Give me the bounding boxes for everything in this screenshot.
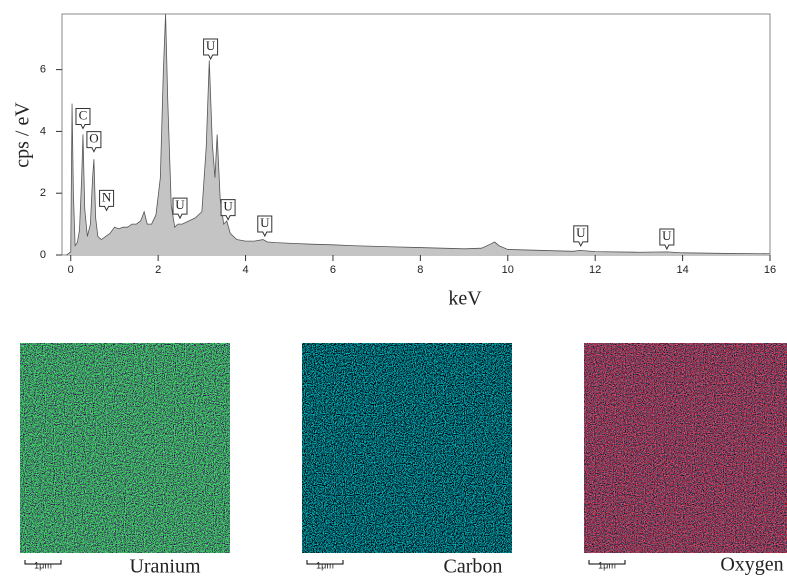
marker-label: U <box>223 199 233 214</box>
y-tick-label: 6 <box>40 64 46 76</box>
x-tick-label: 14 <box>676 264 688 276</box>
marker-label: U <box>260 215 270 230</box>
peak-marker: U <box>203 38 219 61</box>
x-tick-label: 6 <box>330 264 336 276</box>
marker-label: C <box>79 107 88 122</box>
marker-box <box>573 225 589 248</box>
marker-box <box>220 199 236 221</box>
peak-marker: U <box>573 225 589 248</box>
marker-box <box>86 131 102 153</box>
y-tick-label: 0 <box>40 249 46 261</box>
scale-bar <box>306 560 344 565</box>
map-caption: Carbon <box>444 556 503 578</box>
y-tick-label: 2 <box>40 187 46 199</box>
marker-label: U <box>662 228 672 243</box>
spectrum-area <box>66 14 771 255</box>
scale-label: 1μm <box>316 560 334 570</box>
x-axis-label: keV <box>448 288 482 310</box>
x-tick-label: 4 <box>242 264 248 276</box>
uranium-map <box>20 343 230 553</box>
marker-label: N <box>102 189 112 204</box>
marker-box <box>99 189 115 212</box>
marker-label: O <box>89 131 98 146</box>
scale-label: 1μm <box>34 560 52 570</box>
map-caption: Oxygen <box>720 554 783 576</box>
peak-marker: U <box>659 228 675 251</box>
carbon-map <box>302 343 512 553</box>
marker-box <box>257 215 273 238</box>
oxygen-map <box>584 343 787 553</box>
y-axis-label: cps / eV <box>12 102 34 168</box>
marker-box <box>172 197 188 220</box>
marker-label: U <box>576 225 586 240</box>
x-tick-label: 0 <box>68 264 74 276</box>
x-tick-label: 2 <box>155 264 161 276</box>
marker-box <box>75 108 91 130</box>
scale-bar <box>24 560 62 565</box>
peak-marker: U <box>172 197 188 220</box>
marker-box <box>659 228 675 251</box>
peak-marker: N <box>99 189 115 212</box>
x-tick-label: 10 <box>502 264 514 276</box>
element-maps: 1μm 1μm 1μm Uranium Carbon Oxygen <box>20 343 787 578</box>
peak-marker: O <box>86 131 102 153</box>
spectrum-line <box>66 13 771 256</box>
marker-box <box>203 38 219 61</box>
peak-marker: U <box>220 199 236 221</box>
marker-label: U <box>206 38 216 53</box>
map-caption: Uranium <box>129 556 201 578</box>
x-tick-label: 12 <box>589 264 601 276</box>
marker-label: U <box>175 197 185 212</box>
y-tick-label: 4 <box>40 125 46 137</box>
spectrum-chart: keV cps / eV 0 2 4 6 8 10 12 14 16 0 2 4 6 CO N U U U U U U <box>12 13 776 310</box>
x-tick-label: 8 <box>417 264 423 276</box>
peak-marker: U <box>257 215 273 238</box>
scale-bar <box>588 560 626 565</box>
x-tick-label: 16 <box>764 264 776 276</box>
peak-marker: C <box>75 107 91 130</box>
scale-label: 1μm <box>598 560 616 570</box>
